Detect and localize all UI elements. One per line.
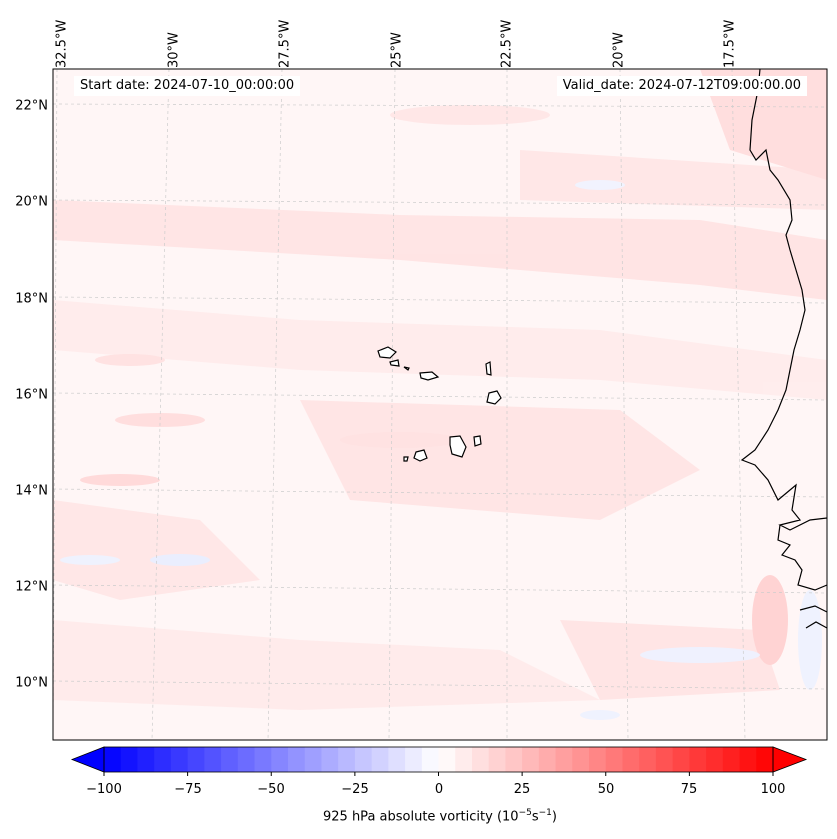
colorbar-segment [271, 747, 289, 772]
colorbar-extend-max [772, 746, 808, 773]
colorbar-segment [722, 747, 741, 772]
colorbar-segment [405, 747, 423, 772]
start-date-label: Start date: 2024-07-10_00:00:00 [74, 76, 301, 96]
map-area [53, 69, 827, 740]
colorbar-tick-label: −100 [86, 782, 122, 797]
lat-label-10n: 10°N [15, 675, 48, 691]
coastline [740, 69, 827, 629]
colorbar-segment [137, 747, 155, 772]
colorbar-segment [187, 747, 205, 772]
colorbar-segment [170, 747, 189, 772]
graticule [53, 69, 827, 740]
map-frame [52, 68, 828, 741]
colorbar-segment [655, 747, 674, 772]
colorbar-tick-label: −50 [257, 782, 285, 797]
lon-label-25w: 25°W [389, 32, 405, 68]
colorbar-segment [455, 747, 473, 772]
lon-label-30w: 30°W [166, 32, 182, 68]
lon-label-22-5w: 22.5°W [499, 19, 515, 68]
lat-label-20n: 20°N [15, 194, 48, 210]
colorbar-segment [338, 747, 356, 772]
lat-label-18n: 18°N [15, 291, 48, 307]
colorbar-tick-label: 100 [760, 782, 786, 797]
valid-date-label: Valid_date: 2024-07-12T09:00:00.00 [556, 76, 807, 96]
colorbar-segment [605, 747, 623, 772]
colorbar-segment [438, 747, 456, 772]
colorbar-segment [572, 747, 590, 772]
colorbar-segment [538, 747, 557, 772]
colorbar-tick-label: 75 [680, 782, 698, 797]
colorbar-segment [237, 747, 256, 772]
cape-verde-islands [377, 346, 502, 462]
colorbar-segment [154, 747, 172, 772]
colorbar-label: 925 hPa absolute vorticity (10−5s−1) [323, 808, 557, 825]
colorbar-extend-min [70, 746, 105, 773]
colorbar-segment [421, 747, 440, 772]
colorbar-segment [639, 747, 657, 772]
colorbar-segment [689, 747, 707, 772]
colorbar-segment [471, 747, 490, 772]
colorbar [70, 746, 808, 776]
lon-label-32-5w: 32.5°W [54, 19, 70, 68]
colorbar-segment [204, 747, 222, 772]
colorbar-segment [321, 747, 339, 772]
colorbar-tick-label: 25 [513, 782, 531, 797]
colorbar-segment [706, 747, 724, 772]
lat-label-12n: 12°N [15, 579, 48, 595]
colorbar-segment [304, 747, 322, 772]
colorbar-tick-label: −75 [174, 782, 202, 797]
colorbar-segment [739, 747, 757, 772]
colorbar-segment [522, 747, 540, 772]
colorbar-segment [254, 747, 272, 772]
colorbar-segment [555, 747, 573, 772]
colorbar-tick-label: 50 [597, 782, 615, 797]
lat-label-14n: 14°N [15, 483, 48, 499]
lon-label-20w: 20°W [611, 32, 627, 68]
colorbar-segment [104, 747, 122, 772]
colorbar-segment [488, 747, 506, 772]
colorbar-segment [388, 747, 406, 772]
colorbar-segment [622, 747, 640, 772]
lon-label-17-5w: 17.5°W [722, 19, 738, 68]
colorbar-segment [354, 747, 373, 772]
colorbar-segment [221, 747, 239, 772]
colorbar-segment [672, 747, 690, 772]
colorbar-segment [589, 747, 607, 772]
colorbar-segment [756, 747, 774, 772]
colorbar-segment [120, 747, 138, 772]
colorbar-segment [287, 747, 306, 772]
colorbar-tick-label: 0 [434, 782, 444, 797]
lat-label-22n: 22°N [15, 98, 48, 114]
colorbar-segment [371, 747, 389, 772]
colorbar-segment [505, 747, 523, 772]
lon-label-27-5w: 27.5°W [277, 19, 293, 68]
lat-label-16n: 16°N [15, 387, 48, 403]
colorbar-tick-label: −25 [341, 782, 369, 797]
